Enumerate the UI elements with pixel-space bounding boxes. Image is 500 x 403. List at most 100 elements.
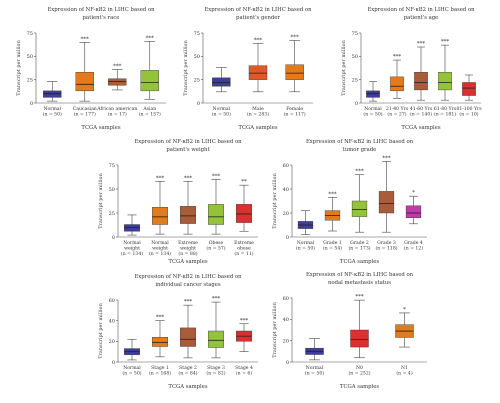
x-tick-count: (n = 50) — [122, 370, 141, 377]
x-axis-label: TCGA samples — [238, 125, 277, 131]
chart-title-line: patient's age — [404, 15, 439, 21]
box-3: * N1(n = 4) — [395, 307, 414, 377]
box-iqr — [75, 71, 94, 92]
box-plot-panel-3: Expression of NF-κB2 in LIHC based on pat… — [341, 7, 482, 131]
x-tick-label: 21-40 Yrs — [386, 106, 409, 112]
box-1: Normal(n = 50) — [296, 210, 315, 252]
significance-label: ** — [241, 179, 247, 185]
x-tick-label: Normal — [213, 106, 231, 112]
x-tick-label: Normal — [123, 365, 141, 371]
significance-label: *** — [441, 39, 450, 45]
y-tick-label: 40 — [283, 187, 289, 193]
x-tick-label: 61-80 Yrs — [434, 106, 457, 112]
significance-label: *** — [184, 299, 193, 305]
y-tick-label: 40 — [283, 317, 289, 323]
y-tick-label: 0 — [286, 360, 289, 366]
box-iqr — [140, 70, 159, 92]
x-tick-label: weight — [180, 246, 196, 252]
y-tick-label: 25 — [109, 211, 115, 217]
box-2: *** Caucasian(n = 177) — [73, 36, 97, 117]
significance-label: *** — [184, 175, 193, 181]
box-iqr — [108, 78, 127, 86]
box-iqr — [414, 71, 428, 91]
x-tick-label: N0 — [356, 365, 363, 371]
x-tick-label: Normal — [364, 106, 382, 112]
x-tick-count: (n = 27) — [387, 111, 406, 118]
box-3: *** Female(n = 117) — [284, 34, 306, 117]
y-axis-label: Transcript per million — [272, 301, 278, 357]
y-tick-label: 50 — [352, 54, 358, 60]
box-iqr — [208, 330, 224, 348]
x-tick-label: Stage 1 — [151, 365, 169, 371]
x-tick-count: (n = 157) — [139, 111, 161, 118]
y-tick-label: 25 — [352, 77, 358, 83]
x-tick-label: Extreme — [234, 240, 254, 246]
x-tick-label: Normal — [306, 365, 324, 371]
y-tick-label: 0 — [355, 101, 358, 107]
x-tick-label: Grade 4 — [404, 240, 423, 246]
y-tick-label: 50 — [194, 54, 200, 60]
y-tick-label: 0 — [112, 235, 115, 241]
significance-label: *** — [393, 54, 402, 60]
x-tick-count: (n = 57) — [206, 245, 225, 252]
x-tick-label: Male — [252, 106, 264, 112]
x-tick-label: Normal — [43, 106, 61, 112]
x-tick-count: (n = 84) — [178, 370, 197, 377]
x-tick-label: Grade 3 — [377, 240, 396, 246]
box-iqr — [180, 206, 196, 224]
x-tick-label: weight — [124, 246, 140, 252]
x-tick-count: (n = 54) — [323, 245, 342, 252]
x-tick-label: Asian — [142, 106, 156, 112]
box-3: *** Grade 2(n = 173) — [348, 169, 370, 252]
y-axis-label: Transcript per million — [183, 39, 189, 95]
y-tick-label: 60 — [109, 298, 115, 304]
x-tick-count: (n = 12) — [404, 245, 423, 252]
significance-label: *** — [355, 294, 364, 300]
box-4: *** Obese(n = 57) — [206, 173, 225, 251]
significance-label: *** — [328, 191, 337, 197]
y-axis-label: Transcript per million — [98, 172, 104, 228]
box-1: Normal(n = 50) — [212, 67, 231, 118]
y-tick-label: 50 — [27, 54, 33, 60]
box-iqr — [366, 90, 380, 98]
x-tick-label: 41-60 Yrs — [410, 106, 433, 112]
x-axis-label: TCGA samples — [401, 125, 440, 131]
x-axis-label: TCGA samples — [340, 384, 379, 390]
chart-title-line: Expression of NF-κB2 in LIHC based on — [367, 7, 475, 13]
y-tick-label: 0 — [30, 101, 33, 107]
y-axis-label: Transcript per million — [341, 39, 347, 95]
box-iqr — [248, 65, 268, 80]
y-tick-label: 20 — [283, 211, 289, 217]
box-3: *** African american(n = 17) — [96, 63, 137, 117]
x-tick-count: (n = 181) — [434, 111, 456, 118]
x-tick-label: obese — [237, 246, 251, 252]
x-tick-label: Stage 4 — [235, 365, 253, 371]
box-iqr — [351, 200, 368, 217]
chart-title-line: Expression of NF-κB2 in LIHC based on — [47, 7, 155, 13]
significance-label: *** — [146, 35, 155, 41]
box-iqr — [152, 337, 168, 347]
box-iqr — [208, 204, 224, 225]
y-tick-label: 0 — [197, 101, 200, 107]
y-tick-label: 75 — [352, 31, 358, 37]
box-5: 81-100 Yrs(n = 10) — [456, 74, 482, 118]
box-2: *** Grade 1(n = 54) — [323, 191, 342, 251]
y-tick-label: 25 — [194, 77, 200, 83]
y-axis-label: Transcript per million — [16, 39, 22, 95]
y-tick-label: 0 — [286, 235, 289, 241]
box-5: * Grade 4(n = 12) — [404, 190, 423, 251]
x-tick-count: (n = 17) — [108, 111, 127, 118]
box-1: Normal(n = 50) — [122, 338, 142, 377]
box-2: *** Male(n = 283) — [247, 37, 269, 117]
significance-label: *** — [212, 173, 221, 179]
x-tick-count: (n = 50) — [212, 111, 231, 118]
chart-title-line: nodal metastasis status — [328, 280, 391, 286]
x-tick-label: Normal — [123, 240, 141, 246]
chart-title-line: Expression of NF-κB2 in LIHC based on — [204, 7, 312, 13]
box-plot-panel-5: Expression of NF-κB2 in LIHC based on tum… — [272, 139, 427, 265]
